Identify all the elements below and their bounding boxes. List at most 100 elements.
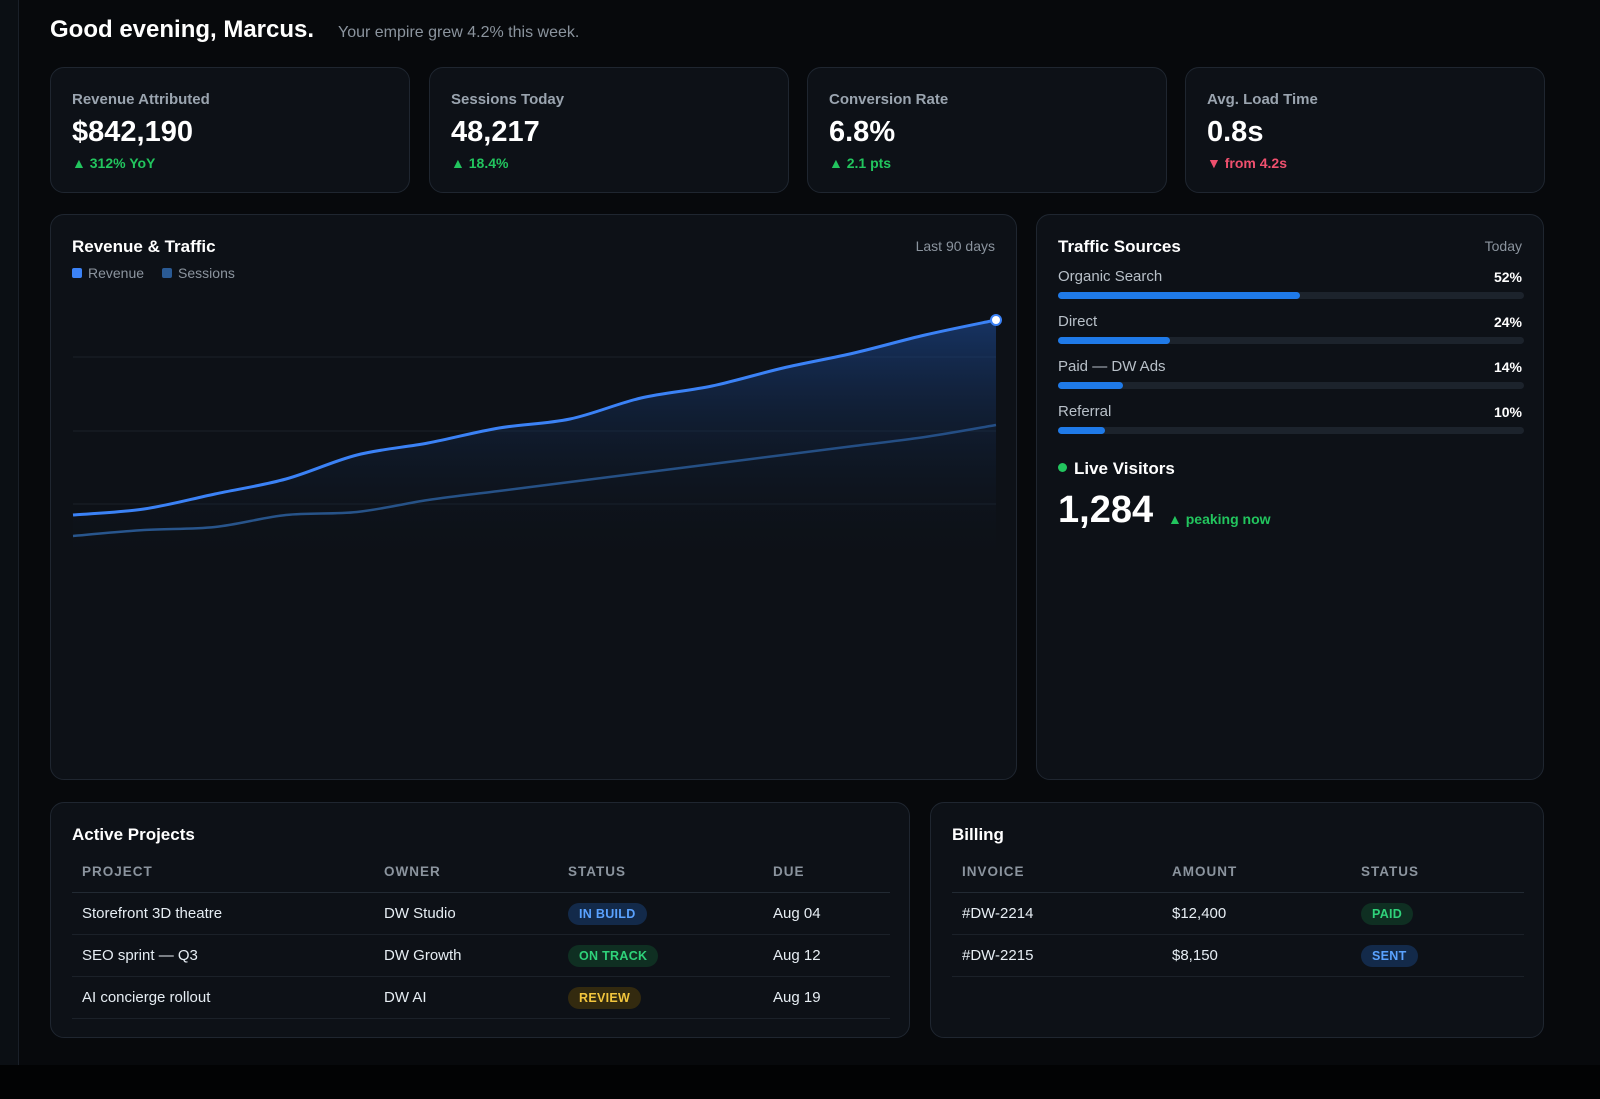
kpi-label: Avg. Load Time (1207, 91, 1318, 108)
subtitle: Your empire grew 4.2% this week. (338, 24, 580, 41)
bar (1058, 427, 1105, 434)
greeting: Good evening, Marcus. (50, 16, 315, 43)
status-pill: REVIEW (568, 986, 642, 1009)
kpi-value: 0.8s (1207, 116, 1264, 148)
source-name: Paid — DW Ads (1058, 358, 1166, 375)
table-row: #DW-2215 $8,150 SENT (952, 934, 1524, 977)
legend-label: Sessions (178, 265, 235, 281)
status-pill: ON TRACK (568, 944, 659, 967)
table-cell: SEO sprint — Q3 (72, 934, 374, 977)
kpi-card: Sessions Today 48,217 ▲ 18.4% (429, 67, 789, 193)
column-header: STATUS (558, 852, 763, 893)
table-cell: DW Studio (374, 892, 558, 935)
table-cell: SENT (1351, 934, 1524, 977)
kpi-label: Conversion Rate (829, 91, 949, 108)
table-cell: AI concierge rollout (72, 976, 374, 1019)
kpi-value: $842,190 (72, 116, 193, 148)
table-row: #DW-2214 $12,400 PAID (952, 892, 1524, 935)
legend-item: Sessions (162, 265, 235, 281)
card-title: Revenue & Traffic (72, 237, 216, 256)
table-cell: REVIEW (558, 976, 763, 1019)
live-note: ▲ peaking now (1168, 511, 1271, 527)
live-title: Live Visitors (1074, 459, 1175, 478)
live-count: 1,284 (1058, 489, 1154, 531)
table-cell: $8,150 (1162, 934, 1351, 977)
live-dot (1058, 463, 1067, 472)
table-cell: #DW-2214 (952, 892, 1162, 935)
card-title: Traffic Sources (1058, 237, 1181, 256)
table-row: SEO sprint — Q3 DW Growth ON TRACK Aug 12 (72, 934, 890, 977)
table-cell: Aug 19 (763, 976, 890, 1019)
kpi-label: Sessions Today (451, 91, 565, 108)
column-header: DUE (763, 852, 890, 893)
column-header: PROJECT (72, 852, 374, 893)
legend: Revenue Sessions (72, 265, 235, 281)
kpi-delta: ▼ from 4.2s (1207, 155, 1287, 171)
kpi-value: 48,217 (451, 116, 540, 148)
source-percent: 52% (1493, 269, 1522, 285)
table-cell: $12,400 (1162, 892, 1351, 935)
kpi-card: Avg. Load Time 0.8s ▼ from 4.2s (1185, 67, 1545, 193)
revenue-card: Revenue & Traffic Last 90 days Revenue Se… (50, 214, 1017, 780)
table-cell: #DW-2215 (952, 934, 1162, 977)
column-header: INVOICE (952, 852, 1162, 893)
bar-track (1058, 382, 1524, 389)
kpi-delta: ▲ 2.1 pts (829, 155, 892, 171)
status-pill: IN BUILD (568, 902, 647, 925)
legend-swatch (72, 268, 82, 278)
kpi-delta: ▲ 18.4% (451, 155, 509, 171)
source-name: Referral (1058, 403, 1112, 420)
sidebar (0, 0, 19, 1065)
column-header: STATUS (1351, 852, 1524, 893)
line-chart (72, 314, 1002, 565)
source-name: Organic Search (1058, 268, 1163, 285)
card-title: Active Projects (72, 825, 195, 844)
bar-track (1058, 427, 1524, 434)
bottom-bar (0, 1065, 1600, 1099)
kpi-delta: ▲ 312% YoY (72, 155, 156, 171)
bar (1058, 337, 1170, 344)
period: Last 90 days (915, 238, 995, 254)
bar (1058, 382, 1124, 389)
legend-swatch (162, 268, 173, 278)
kpi-value: 6.8% (829, 116, 896, 148)
table-cell: Aug 12 (763, 934, 890, 977)
table-cell: DW Growth (374, 934, 558, 977)
traffic-card: Traffic Sources Today Live Visitors 1,28… (1036, 214, 1544, 780)
table-cell: ON TRACK (558, 934, 763, 977)
table-cell: Aug 04 (763, 892, 890, 935)
header-row: INVOICE AMOUNT STATUS (952, 852, 1524, 893)
bar (1058, 292, 1301, 299)
table-cell: IN BUILD (558, 892, 763, 935)
kpi-label: Revenue Attributed (72, 91, 210, 108)
bar-track (1058, 337, 1524, 344)
column-header: OWNER (374, 852, 558, 893)
card-title: Billing (952, 825, 1004, 844)
table-row: AI concierge rollout DW AI REVIEW Aug 19 (72, 976, 890, 1019)
billing-table: INVOICE AMOUNT STATUS #DW-2214 $12,400 PAID #D… (952, 852, 1524, 977)
period: Today (1484, 238, 1522, 254)
status-pill: SENT (1361, 944, 1418, 967)
billing-card: Billing INVOICE AMOUNT STATUS #DW-2214 $12,4… (930, 802, 1544, 1038)
line (72, 318, 997, 517)
kpi-card: Revenue Attributed $842,190 ▲ 312% YoY (50, 67, 410, 193)
table-cell: Storefront 3D theatre (72, 892, 374, 935)
table-cell: DW AI (374, 976, 558, 1019)
bar-track (1058, 292, 1524, 299)
legend-label: Revenue (88, 265, 145, 281)
header-row: PROJECT OWNER STATUS DUE (72, 852, 890, 893)
table-row: Storefront 3D theatre DW Studio IN BUILD Au… (72, 892, 890, 935)
projects-card: Active Projects PROJECT OWNER STATUS DUE Sto… (50, 802, 910, 1038)
area (73, 320, 996, 565)
source-percent: 10% (1493, 404, 1522, 420)
kpi-card: Conversion Rate 6.8% ▲ 2.1 pts (807, 67, 1167, 193)
source-name: Direct (1058, 313, 1098, 330)
column-header: AMOUNT (1162, 852, 1351, 893)
source-percent: 14% (1493, 359, 1522, 375)
source-percent: 24% (1493, 314, 1522, 330)
legend-item: Revenue (72, 265, 144, 281)
table-cell: PAID (1351, 892, 1524, 935)
status-pill: PAID (1361, 902, 1414, 925)
projects-table: PROJECT OWNER STATUS DUE Storefront 3D theat… (72, 852, 890, 1019)
